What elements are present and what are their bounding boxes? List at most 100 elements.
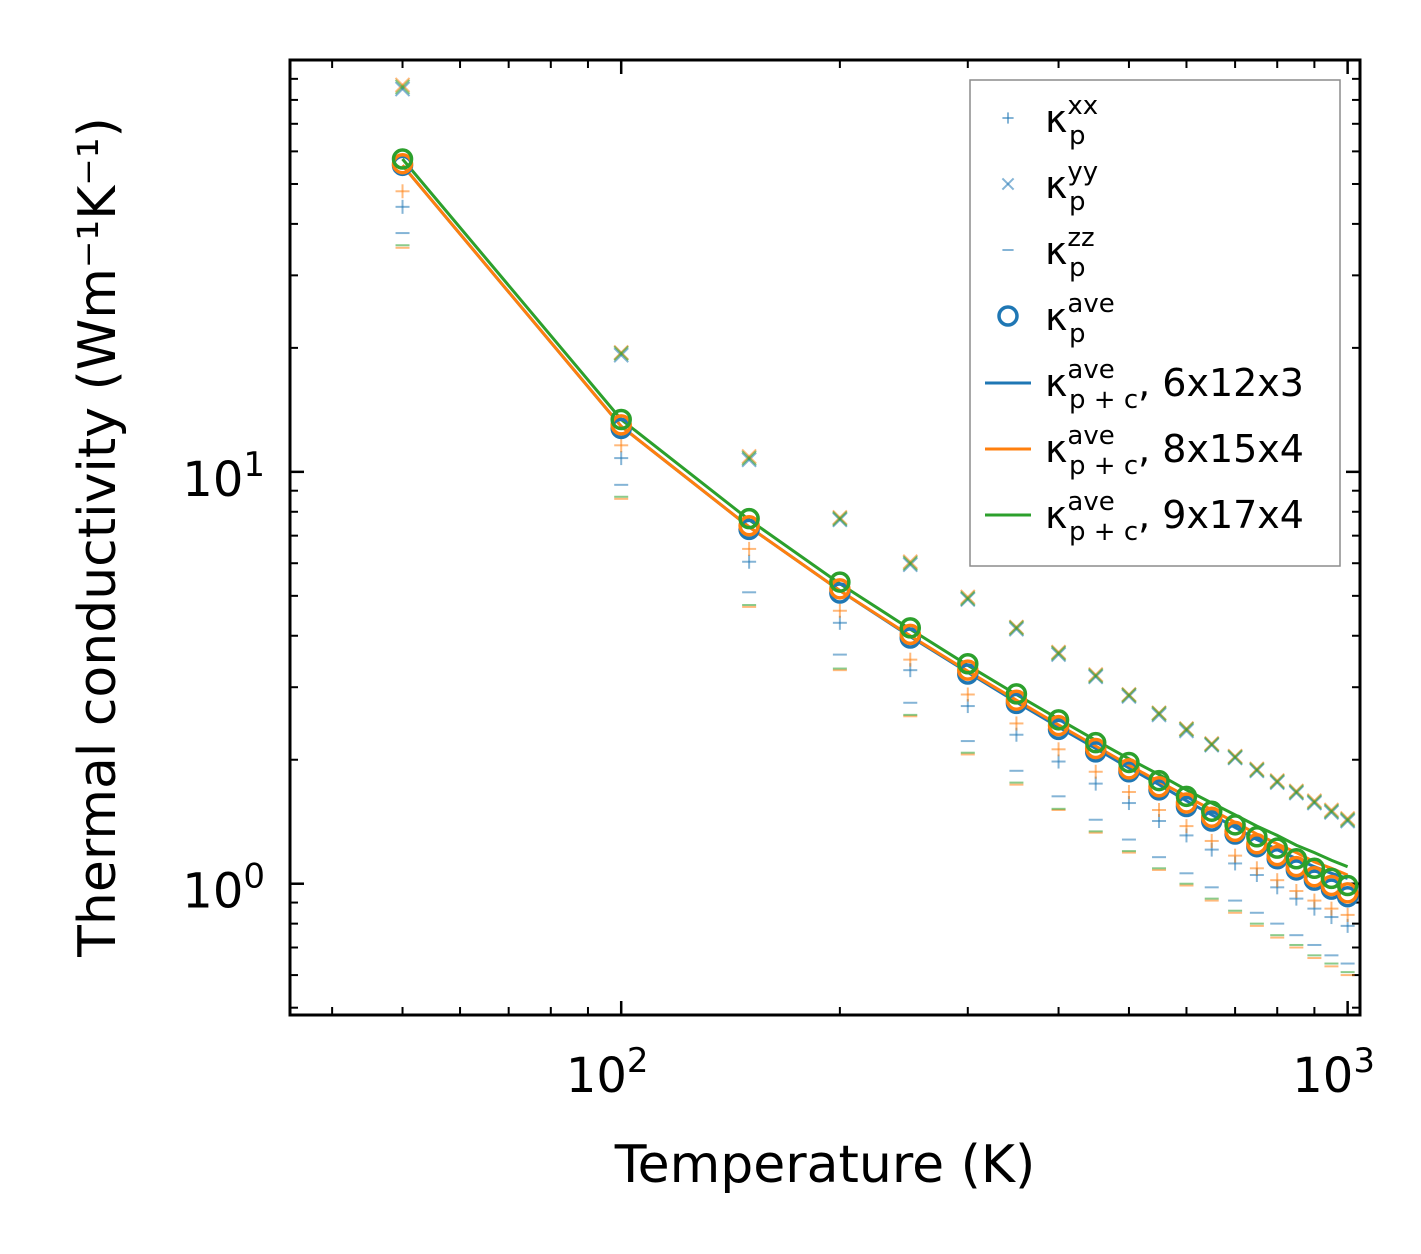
legend-circle-icon	[997, 305, 1019, 327]
data-point-x	[1204, 736, 1220, 753]
legend-label: κave p	[1045, 289, 1115, 349]
data-point-x	[394, 79, 411, 95]
x-tick-label-100: 102	[566, 1041, 649, 1104]
data-point-circle	[899, 617, 922, 639]
data-point-plus	[1088, 764, 1103, 779]
data-point-circle	[1118, 751, 1140, 774]
data-point-plus	[1009, 716, 1024, 731]
legend-box	[969, 79, 1341, 567]
legend-label: κzz p	[1045, 223, 1095, 283]
data-point-x	[1088, 667, 1104, 684]
tick-labels: 102 103 100 101	[182, 445, 1375, 1104]
data-point-x	[1121, 687, 1137, 703]
data-point-plus	[395, 184, 410, 199]
legend-plus-icon	[1002, 112, 1014, 124]
data-point-x	[394, 81, 411, 97]
data-point-circle	[1336, 882, 1359, 904]
data-point-x	[1323, 803, 1340, 819]
data-point-plus	[395, 199, 410, 214]
data-point-plus	[832, 615, 847, 630]
data-point-plus	[960, 687, 975, 702]
data-point-plus	[742, 541, 757, 556]
data-point-plus	[614, 438, 629, 453]
data-point-x	[1249, 762, 1265, 778]
data-point-x	[1339, 812, 1356, 828]
x-tick-label-1000: 103	[1292, 1041, 1375, 1104]
data-point-x	[1288, 784, 1305, 800]
y-tick-label-1: 100	[182, 857, 265, 920]
data-point-plus	[1179, 819, 1194, 834]
data-point-plus	[742, 554, 757, 569]
data-point-plus	[832, 603, 847, 618]
data-point-plus	[1051, 742, 1066, 757]
data-point-circle	[610, 408, 632, 431]
data-point-plus	[1088, 776, 1103, 791]
data-point-plus	[1121, 784, 1136, 799]
data-point-circle	[1224, 820, 1246, 843]
data-point-plus	[614, 451, 629, 466]
data-point-plus	[1249, 861, 1264, 876]
data-point-x	[1151, 705, 1167, 722]
data-point-circle	[957, 659, 979, 681]
data-point-x	[1269, 773, 1285, 790]
data-point-circle	[1175, 792, 1198, 814]
data-point-circle	[1224, 814, 1246, 836]
data-point-circle	[1266, 837, 1288, 859]
data-point-circle	[738, 507, 760, 530]
data-point-x	[1050, 645, 1067, 661]
data-point-circle	[1148, 769, 1170, 792]
data-point-circle	[1336, 874, 1359, 897]
legend-x-icon	[1001, 177, 1015, 191]
data-point-plus	[1152, 803, 1167, 818]
data-point-plus	[903, 652, 918, 667]
data-point-x	[741, 450, 757, 466]
data-point-x	[1178, 721, 1195, 738]
data-point-plus	[1051, 754, 1066, 769]
data-point-circle	[1148, 775, 1170, 798]
data-point-circle	[1200, 800, 1223, 822]
data-point-circle	[1084, 731, 1107, 754]
plot-frame	[288, 58, 1362, 1017]
data-point-x	[1227, 749, 1243, 765]
data-point-x	[741, 448, 757, 465]
data-point-x	[832, 510, 848, 527]
data-point-plus	[1307, 893, 1322, 908]
data-point-circle	[391, 148, 414, 170]
data-point-circle	[1005, 683, 1028, 705]
data-series	[391, 77, 1359, 977]
data-point-circle	[1175, 785, 1198, 808]
data-point-circle	[1246, 833, 1268, 855]
data-point-circle	[1246, 826, 1268, 848]
data-point-x	[960, 589, 976, 605]
data-point-circle	[1005, 689, 1028, 711]
data-point-plus	[1289, 884, 1304, 899]
data-point-circle	[738, 514, 760, 537]
data-point-circle	[1285, 847, 1308, 870]
legend-label: κxx p	[1045, 91, 1098, 151]
series-line-3	[401, 158, 1349, 869]
data-point-plus	[1204, 833, 1219, 848]
data-point-x	[1306, 794, 1323, 810]
y-axis-label: Thermal conductivity (Wm⁻¹K⁻¹)	[68, 117, 128, 958]
legend-label: κave p + c, 8x15x4	[1045, 421, 1304, 481]
data-point-x	[1178, 723, 1195, 739]
data-point-circle	[1047, 709, 1070, 731]
data-point-circle	[829, 578, 851, 600]
data-point-circle	[1118, 758, 1140, 780]
data-point-circle	[899, 623, 922, 646]
data-point-circle	[957, 653, 979, 675]
legend-label: κave p + c, 6x12x3	[1045, 355, 1304, 415]
data-point-plus	[1270, 873, 1285, 888]
data-point-x	[1008, 620, 1025, 636]
data-point-circle	[1200, 806, 1223, 829]
y-tick-label-10: 101	[182, 445, 265, 508]
data-point-plus	[1324, 901, 1339, 916]
data-point-x	[613, 347, 629, 363]
data-point-x	[1050, 646, 1067, 663]
x-axis-label: Temperature (K)	[614, 1135, 1036, 1195]
data-point-plus	[1340, 907, 1355, 922]
data-point-x	[741, 452, 757, 468]
legend-label: κyy p	[1045, 157, 1098, 217]
